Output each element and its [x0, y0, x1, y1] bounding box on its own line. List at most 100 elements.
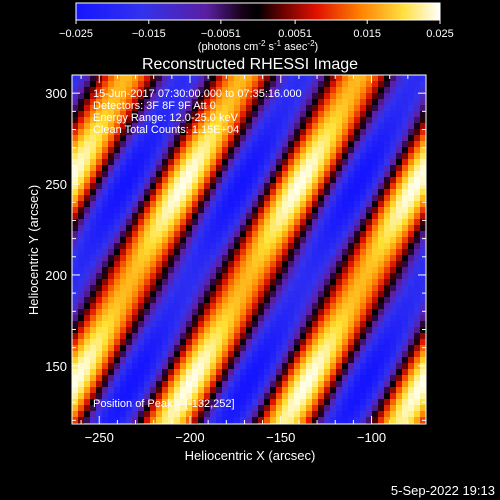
heatmap-cell — [408, 261, 415, 268]
heatmap-cell — [90, 345, 97, 352]
heatmap-cell — [294, 315, 301, 322]
heatmap-cell — [396, 309, 403, 316]
heatmap-cell — [324, 273, 331, 280]
heatmap-cell — [144, 237, 151, 244]
heatmap-cell — [252, 405, 259, 412]
heatmap-cell — [192, 243, 199, 250]
heatmap-cell — [234, 243, 241, 250]
heatmap-cell — [186, 327, 193, 334]
heatmap-cell — [348, 177, 355, 184]
heatmap-cell — [366, 351, 373, 358]
heatmap-cell — [318, 171, 325, 178]
heatmap-cell — [372, 261, 379, 268]
heatmap-cell — [96, 249, 103, 256]
heatmap-cell — [288, 171, 295, 178]
heatmap-cell — [168, 165, 175, 172]
heatmap-cell — [258, 81, 265, 88]
heatmap-cell — [306, 357, 313, 364]
heatmap-cell — [72, 93, 79, 100]
heatmap-cell — [144, 99, 151, 106]
heatmap-cell — [72, 237, 79, 244]
heatmap-cell — [108, 291, 115, 298]
heatmap-cell — [354, 381, 361, 388]
heatmap-cell — [216, 417, 223, 424]
heatmap-cell — [276, 135, 283, 142]
heatmap-cell — [186, 207, 193, 214]
heatmap-cell — [324, 267, 331, 274]
heatmap-cell — [408, 375, 415, 382]
heatmap-cell — [396, 363, 403, 370]
heatmap-cell — [270, 117, 277, 124]
heatmap-cell — [294, 237, 301, 244]
heatmap-cell — [258, 369, 265, 376]
heatmap-cell — [288, 93, 295, 100]
heatmap-cell — [330, 345, 337, 352]
heatmap-cell — [288, 363, 295, 370]
heatmap-cell — [408, 387, 415, 394]
heatmap-cell — [246, 177, 253, 184]
heatmap-cell — [348, 417, 355, 424]
heatmap-cell — [138, 273, 145, 280]
heatmap-cell — [384, 123, 391, 130]
heatmap-cell — [222, 297, 229, 304]
heatmap-cell — [114, 183, 121, 190]
heatmap-cell — [294, 321, 301, 328]
heatmap-cell — [288, 387, 295, 394]
heatmap-cell — [102, 225, 109, 232]
heatmap-cell — [228, 309, 235, 316]
heatmap-cell — [408, 255, 415, 262]
heatmap-cell — [114, 237, 121, 244]
heatmap-cell — [84, 261, 91, 268]
heatmap-cell — [204, 159, 211, 166]
heatmap-cell — [240, 153, 247, 160]
heatmap-cell — [312, 189, 319, 196]
heatmap-cell — [294, 411, 301, 418]
heatmap-cell — [282, 297, 289, 304]
heatmap-cell — [252, 255, 259, 262]
heatmap-cell — [354, 405, 361, 412]
heatmap-cell — [372, 99, 379, 106]
heatmap-cell — [120, 363, 127, 370]
heatmap-cell — [396, 93, 403, 100]
heatmap-cell — [156, 261, 163, 268]
heatmap-cell — [132, 387, 139, 394]
heatmap-cell — [96, 243, 103, 250]
heatmap-cell — [198, 177, 205, 184]
heatmap-cell — [324, 153, 331, 160]
heatmap-cell — [258, 231, 265, 238]
heatmap-cell — [168, 135, 175, 142]
heatmap-cell — [96, 357, 103, 364]
heatmap-cell — [300, 375, 307, 382]
heatmap-cell — [198, 381, 205, 388]
heatmap-cell — [186, 225, 193, 232]
heatmap-cell — [96, 135, 103, 142]
heatmap-cell — [246, 141, 253, 148]
heatmap-cell — [282, 273, 289, 280]
heatmap-cell — [330, 117, 337, 124]
heatmap-cell — [150, 225, 157, 232]
heatmap-cell — [192, 345, 199, 352]
heatmap-cell — [366, 135, 373, 142]
heatmap-cell — [222, 333, 229, 340]
heatmap-cell — [258, 375, 265, 382]
heatmap-cell — [366, 189, 373, 196]
heatmap-cell — [420, 267, 426, 274]
heatmap-cell — [264, 321, 271, 328]
heatmap-cell — [360, 309, 367, 316]
heatmap-cell — [318, 177, 325, 184]
heatmap-cell — [264, 297, 271, 304]
heatmap-cell — [294, 339, 301, 346]
heatmap-cell — [120, 369, 127, 376]
heatmap-cell — [270, 111, 277, 118]
heatmap-cell — [168, 411, 175, 418]
heatmap-cell — [84, 111, 91, 118]
heatmap-cell — [282, 387, 289, 394]
heatmap-cell — [318, 255, 325, 262]
heatmap-cell — [354, 327, 361, 334]
heatmap-cell — [414, 339, 421, 346]
heatmap-cell — [210, 333, 217, 340]
heatmap-cell — [330, 189, 337, 196]
heatmap-cell — [192, 105, 199, 112]
heatmap-cell — [72, 123, 79, 130]
heatmap-cell — [180, 399, 187, 406]
